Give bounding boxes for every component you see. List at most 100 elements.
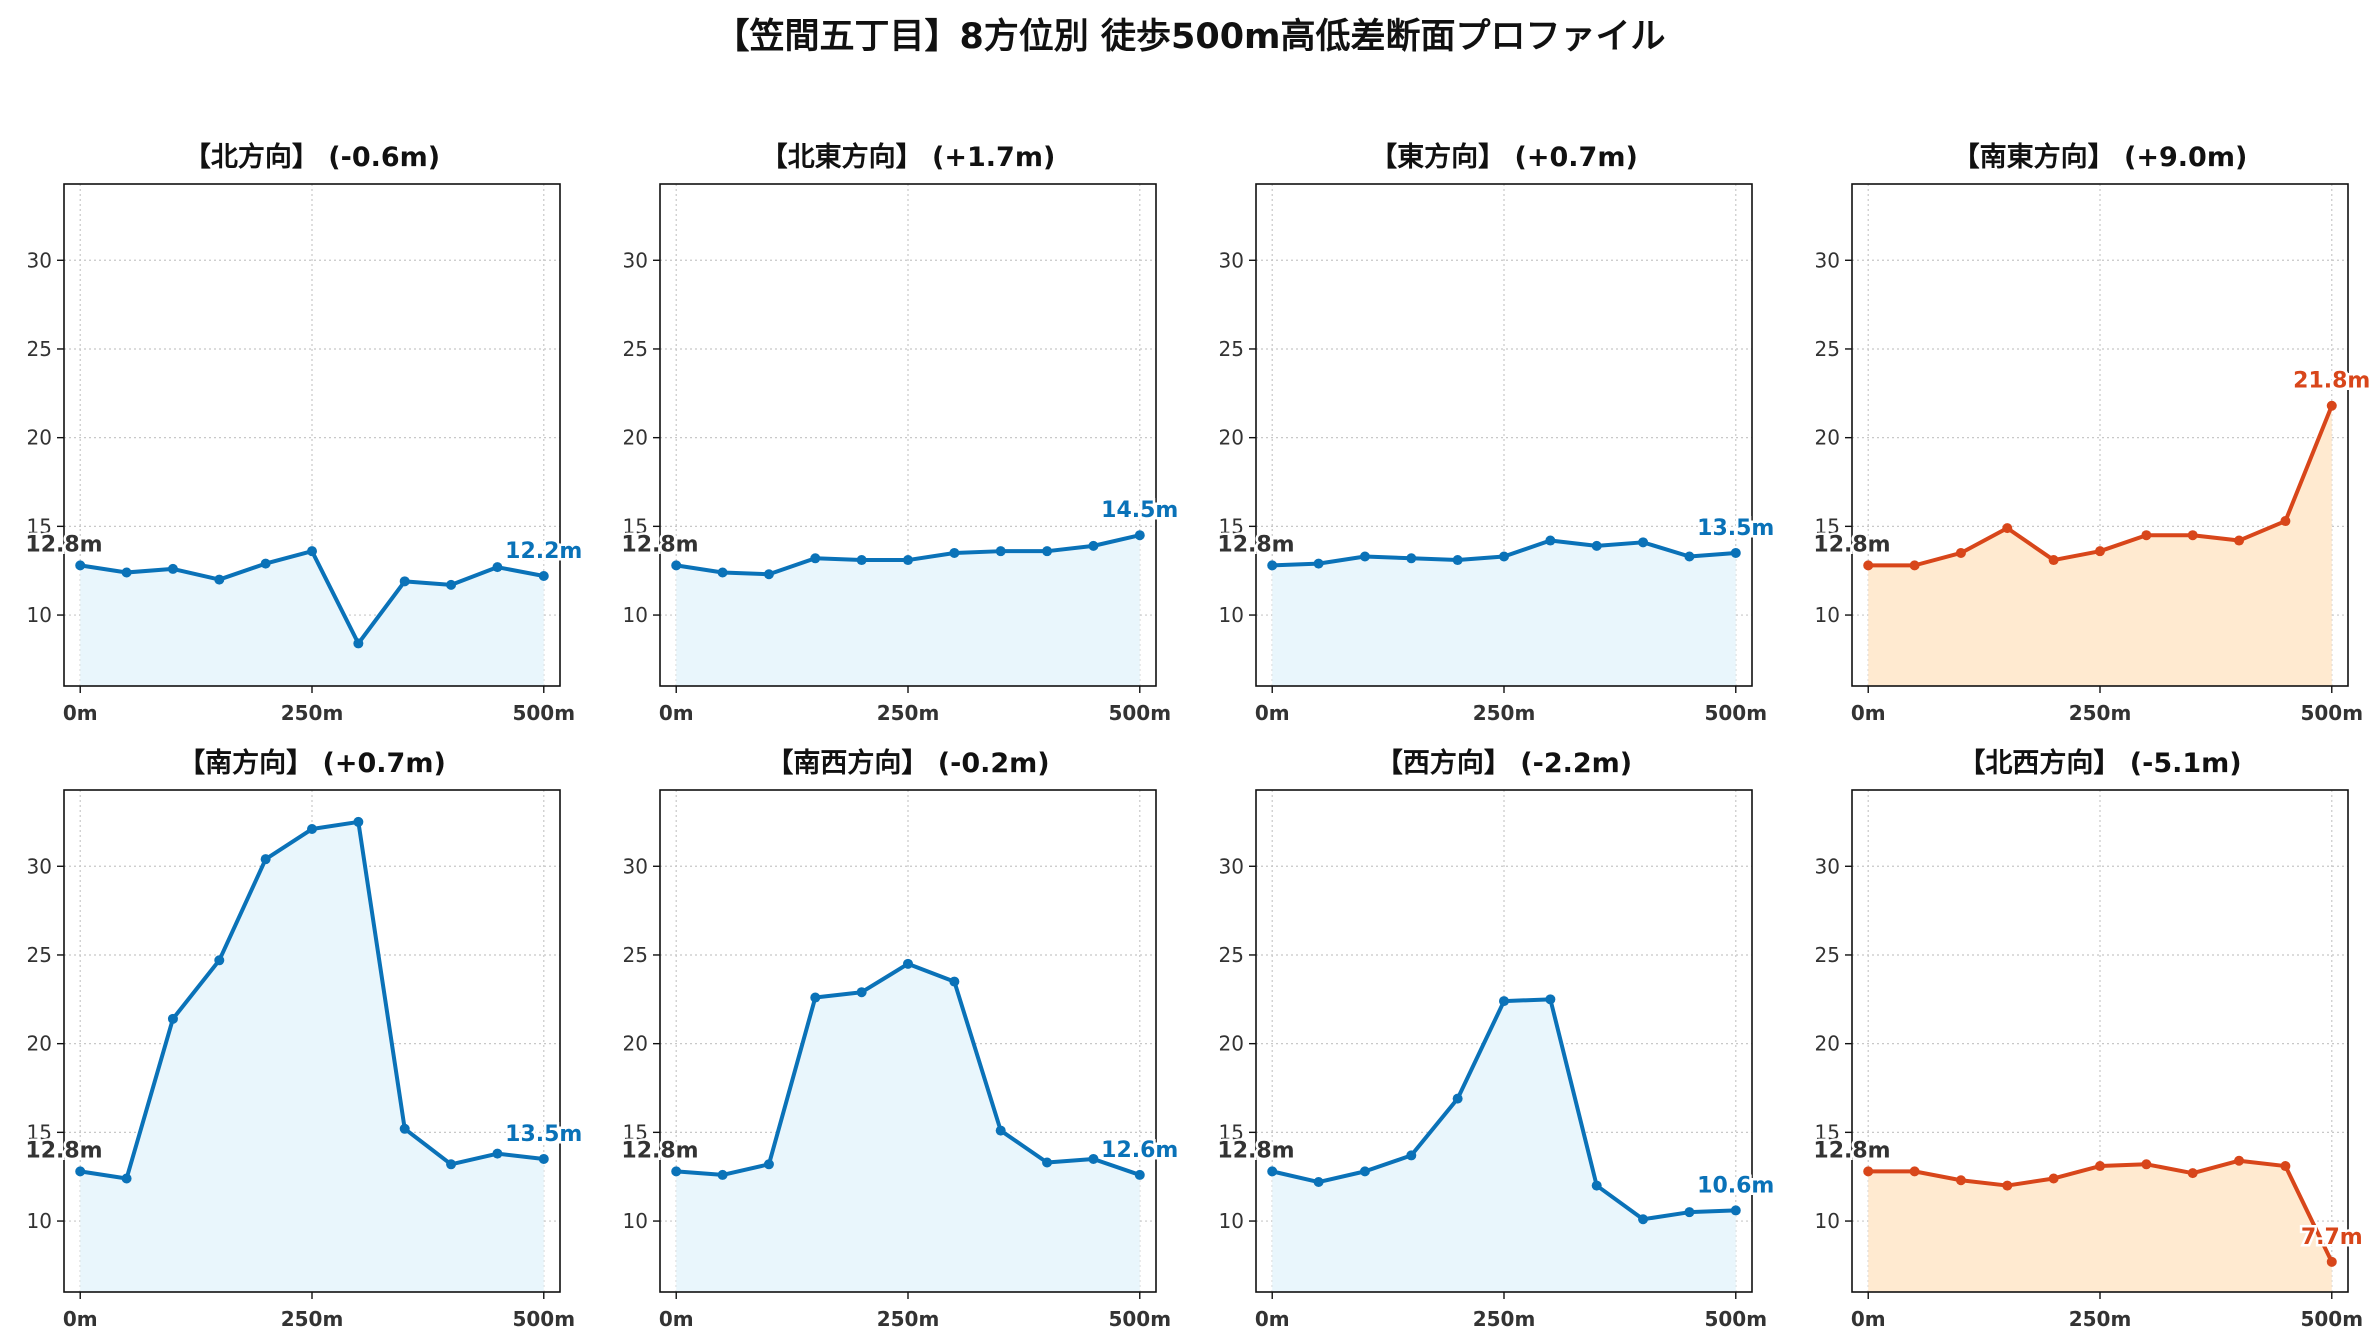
- profile-point: [1042, 546, 1053, 557]
- profile-point: [2280, 1161, 2291, 1172]
- profile-point: [1909, 1166, 1920, 1177]
- profile-point: [492, 562, 503, 573]
- elevation-chart-7: 【西方向】 (-2.2m) 10 15 20 25 30 0m 250m 500m 12.8m 10…: [1215, 747, 1777, 1331]
- x-tick-label: 500m: [512, 701, 575, 725]
- start-elevation-label: 12.8m: [1217, 1138, 1294, 1163]
- profile-point: [75, 560, 86, 571]
- profile-point: [1499, 996, 1509, 1007]
- profile-point: [492, 1148, 503, 1159]
- profile-point: [671, 1166, 682, 1177]
- y-tick-label: 20: [1815, 1032, 1840, 1056]
- y-tick-label: 15: [1815, 514, 1840, 538]
- profile-point: [1313, 1177, 1324, 1188]
- panel-title: 【南東方向】 (+9.0m): [1953, 141, 2248, 173]
- profile-point: [214, 574, 225, 585]
- start-elevation-label: 12.8m: [1813, 532, 1890, 557]
- profile-point: [2141, 530, 2152, 541]
- y-tick-label: 20: [27, 1032, 52, 1056]
- profile-point: [903, 958, 913, 969]
- profile-point: [1545, 994, 1556, 1005]
- end-elevation-label: 13.5m: [1697, 516, 1774, 541]
- profile-point: [260, 558, 271, 569]
- y-tick-label: 10: [1815, 1209, 1840, 1233]
- y-tick-label: 20: [623, 1032, 648, 1056]
- profile-point: [2048, 555, 2059, 566]
- x-tick-label: 250m: [1473, 1307, 1536, 1331]
- grid: [1852, 790, 2348, 1292]
- profile-point: [214, 955, 225, 966]
- end-elevation-label: 7.7m: [2301, 1225, 2363, 1250]
- x-tick-label: 250m: [281, 701, 344, 725]
- profile-point: [2187, 1168, 2198, 1179]
- panel-title: 【西方向】 (-2.2m): [1376, 747, 1632, 779]
- profile-point: [538, 1153, 549, 1164]
- y-tick-label: 20: [1219, 1032, 1244, 1056]
- y-tick-label: 10: [1219, 603, 1244, 627]
- profile-point: [307, 824, 317, 835]
- end-elevation-label: 10.6m: [1697, 1173, 1774, 1198]
- x-tick-label: 0m: [63, 1307, 98, 1331]
- x-tick-label: 250m: [877, 1307, 940, 1331]
- start-elevation-label: 12.8m: [25, 532, 102, 557]
- profile-point: [2048, 1173, 2059, 1184]
- profile-point: [810, 992, 821, 1003]
- profile-point: [1134, 1169, 1145, 1180]
- profile-point: [2280, 516, 2291, 527]
- profile-point: [1313, 558, 1324, 569]
- profile-point: [1955, 1175, 1966, 1186]
- end-elevation-label: 21.8m: [2293, 369, 2370, 394]
- panel-title: 【北西方向】 (-5.1m): [1958, 747, 2241, 779]
- profile-point: [856, 555, 867, 566]
- y-tick-label: 15: [27, 514, 52, 538]
- y-tick-label: 10: [27, 1209, 52, 1233]
- profile-point: [2095, 1161, 2105, 1172]
- y-tick-label: 15: [1219, 1120, 1244, 1144]
- profile-area: [676, 535, 1140, 686]
- profile-point: [538, 571, 549, 582]
- x-tick-label: 500m: [2300, 1307, 2363, 1331]
- panel-title: 【南方向】 (+0.7m): [178, 747, 446, 779]
- profile-point: [1359, 1166, 1370, 1177]
- profile-area: [676, 963, 1140, 1292]
- profile-point: [1730, 1205, 1741, 1216]
- profile-point: [399, 1123, 410, 1134]
- profile-point: [1638, 537, 1649, 548]
- profile-point: [260, 854, 271, 865]
- elevation-chart-5: 【南方向】 (+0.7m) 10 15 20 25 30 0m 250m 500m 12.8m 13…: [23, 747, 585, 1331]
- profile-point: [1134, 530, 1145, 541]
- profile-point: [763, 569, 774, 580]
- x-tick-label: 500m: [2300, 701, 2363, 725]
- y-tick-label: 30: [623, 854, 648, 878]
- profile-point: [856, 987, 867, 998]
- profile-area: [80, 821, 544, 1292]
- profile-point: [1452, 1093, 1463, 1104]
- profile-point: [1909, 560, 1920, 571]
- profile-point: [1863, 560, 1874, 571]
- profile-point: [717, 1169, 728, 1180]
- x-tick-label: 0m: [1255, 701, 1290, 725]
- profile-point: [1042, 1157, 1053, 1168]
- profile-point: [810, 553, 821, 564]
- y-tick-label: 20: [1219, 426, 1244, 450]
- y-tick-label: 30: [27, 854, 52, 878]
- profile-point: [949, 976, 960, 987]
- profile-point: [995, 1125, 1006, 1136]
- start-elevation-label: 12.8m: [25, 1138, 102, 1163]
- x-tick-label: 500m: [512, 1307, 575, 1331]
- figure-title: 【笠間五丁目】8方位別 徒歩500m高低差断面プロファイル: [714, 17, 1666, 57]
- profile-area: [1272, 540, 1736, 686]
- y-tick-label: 25: [623, 337, 648, 361]
- end-elevation-label: 12.2m: [505, 539, 582, 564]
- start-elevation-label: 12.8m: [1813, 1138, 1890, 1163]
- y-tick-label: 25: [1815, 943, 1840, 967]
- grid: [1256, 184, 1752, 686]
- profile-point: [2141, 1159, 2152, 1170]
- y-tick-label: 20: [623, 426, 648, 450]
- elevation-chart-4: 【南東方向】 (+9.0m) 10 15 20 25 30 0m 250m 500m 12.8m 2…: [1811, 141, 2373, 725]
- y-tick-label: 15: [1219, 514, 1244, 538]
- start-elevation-label: 12.8m: [1217, 532, 1294, 557]
- profile-point: [353, 638, 364, 649]
- elevation-chart-2: 【北東方向】 (+1.7m) 10 15 20 25 30 0m 250m 500m 12.8m 1…: [619, 141, 1181, 725]
- profile-point: [1684, 551, 1695, 562]
